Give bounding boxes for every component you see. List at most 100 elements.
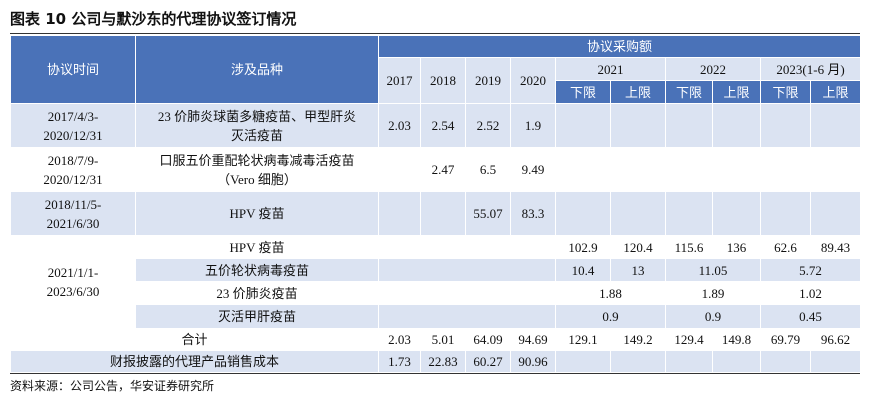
value-cell: 1.73: [378, 350, 421, 373]
value-cell: 5.72: [759, 258, 862, 282]
line: 2020/12/31: [43, 171, 103, 187]
value-cell: 120.4: [610, 235, 666, 259]
value-cell: 149.2: [610, 328, 666, 351]
empty-cell: [712, 191, 761, 236]
value-cell: 115.6: [665, 235, 713, 259]
bound-cell: 下限: [760, 80, 811, 104]
empty-cell: [809, 191, 862, 236]
empty-cell: [555, 191, 611, 236]
empty-cell: [610, 350, 666, 373]
year-cell: 2017: [378, 57, 421, 104]
empty-cell: [378, 191, 421, 236]
value-cell: 10.4: [555, 258, 611, 282]
value-cell: 0.45: [759, 304, 862, 329]
bound-cell: 上限: [809, 80, 862, 104]
value-cell: 94.69: [510, 328, 556, 351]
line: 2021/6/30: [46, 215, 100, 231]
value-cell: 89.43: [809, 235, 862, 259]
line: 灭活疫苗: [230, 127, 283, 143]
line: 2018/7/9-: [47, 152, 99, 168]
value-cell: 129.1: [555, 328, 611, 351]
empty-cell: [378, 235, 556, 259]
year-cell: 2018: [420, 57, 466, 104]
period-cell: 2018/7/9- 2020/12/31: [10, 147, 136, 192]
header-cell: 涉及品种: [135, 35, 379, 104]
empty-cell: [760, 350, 811, 373]
bound-cell: 上限: [610, 80, 666, 104]
product-cell: 灭活甲肝疫苗: [135, 304, 379, 329]
empty-cell: [610, 103, 666, 148]
value-cell: 62.6: [760, 235, 811, 259]
bound-cell: 上限: [712, 80, 761, 104]
value-cell: 0.9: [665, 304, 761, 329]
value-cell: 55.07: [465, 191, 511, 236]
bound-cell: 下限: [555, 80, 611, 104]
value-cell: 2.03: [378, 328, 421, 351]
title: 图表 10 公司与默沙东的代理协议签订情况: [10, 10, 297, 28]
value-cell: 96.62: [809, 328, 862, 351]
value-cell: 90.96: [510, 350, 556, 373]
year-cell: 2021: [555, 57, 666, 81]
line: （Vero 细胞）: [217, 171, 297, 187]
value-cell: 1.88: [555, 281, 666, 305]
agreement-table: 协议时间 涉及品种 协议采购额 2017 2018 2019 2020 2021…: [10, 35, 862, 373]
value-cell: 149.8: [712, 328, 761, 351]
bound-cell: 下限: [665, 80, 713, 104]
period-cell: 2018/11/5- 2021/6/30: [10, 191, 136, 236]
line: 2017/4/3-: [47, 108, 99, 124]
empty-cell: [809, 350, 862, 373]
year-cell: 2023(1-6 月): [759, 57, 862, 81]
line: 2018/11/5-: [44, 196, 102, 212]
line: 2020/12/31: [43, 127, 103, 143]
rule: [10, 373, 860, 374]
source: 资料来源：公司公告，华安证券研究所: [10, 379, 215, 393]
value-cell: 2.54: [420, 103, 466, 148]
total-label: 合计: [10, 328, 379, 351]
value-cell: 1.02: [759, 281, 862, 305]
empty-cell: [420, 191, 466, 236]
value-cell: 0.9: [555, 304, 666, 329]
value-cell: 5.01: [420, 328, 466, 351]
empty-cell: [554, 147, 862, 192]
empty-cell: [378, 281, 556, 305]
empty-cell: [712, 103, 761, 148]
line: 23 价肺炎球菌多糖疫苗、甲型肝炎: [157, 108, 357, 124]
period-cell: 2021/1/1- 2023/6/30: [10, 235, 136, 329]
year-cell: 2022: [665, 57, 761, 81]
value-cell: 129.4: [665, 328, 713, 351]
empty-cell: [378, 258, 556, 282]
empty-cell: [610, 191, 666, 236]
line: 2021/1/1-: [47, 265, 99, 280]
product-cell: 口服五价重配轮状病毒减毒活疫苗 （Vero 细胞）: [135, 147, 379, 192]
empty-cell: [665, 191, 713, 236]
value-cell: 9.49: [510, 147, 556, 192]
product-cell: 23 价肺炎球菌多糖疫苗、甲型肝炎 灭活疫苗: [135, 103, 379, 148]
value-cell: 1.89: [665, 281, 761, 305]
empty-cell: [760, 103, 811, 148]
value-cell: 1.9: [510, 103, 556, 148]
empty-cell: [378, 304, 556, 329]
line: 口服五价重配轮状病毒减毒活疫苗: [159, 152, 355, 168]
product-cell: 23 价肺炎疫苗: [135, 281, 379, 305]
header-cell: 协议时间: [10, 35, 136, 104]
rule: [10, 33, 860, 34]
value-cell: 11.05: [665, 258, 761, 282]
empty-cell: [665, 350, 713, 373]
empty-cell: [555, 103, 611, 148]
empty-cell: [809, 103, 862, 148]
year-cell: 2020: [510, 57, 556, 104]
empty-cell: [760, 191, 811, 236]
product-cell: HPV 疫苗: [135, 191, 379, 236]
product-cell: 五价轮状病毒疫苗: [135, 258, 379, 282]
value-cell: 2.03: [378, 103, 421, 148]
line: 2023/6/30: [46, 284, 100, 299]
period-cell: 2017/4/3- 2020/12/31: [10, 103, 136, 148]
value-cell: 2.47: [420, 147, 466, 192]
value-cell: 6.5: [465, 147, 511, 192]
empty-cell: [555, 350, 611, 373]
value-cell: 83.3: [510, 191, 556, 236]
empty-cell: [712, 350, 761, 373]
value-cell: 60.27: [465, 350, 511, 373]
value-cell: 13: [610, 258, 666, 282]
